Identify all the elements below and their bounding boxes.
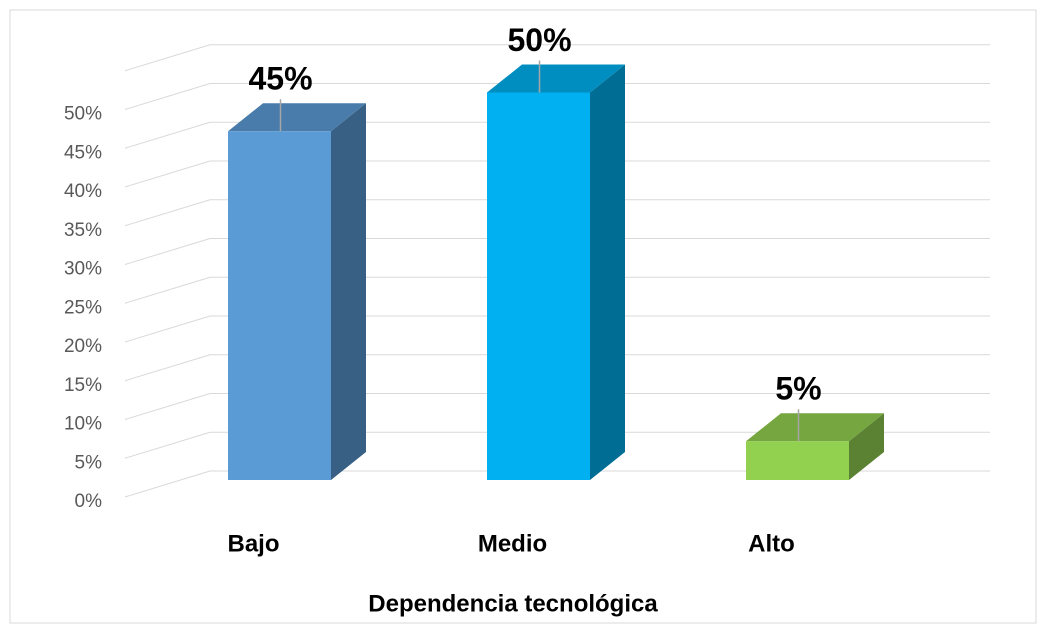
bar <box>228 131 331 480</box>
y-tick-label: 25% <box>64 297 102 318</box>
bar-side <box>590 64 625 480</box>
data-label: 50% <box>507 22 571 58</box>
y-tick-label: 20% <box>64 336 102 357</box>
data-label: 45% <box>248 61 312 97</box>
bar <box>487 92 590 480</box>
grid-line <box>124 238 211 265</box>
grid-line <box>124 276 211 304</box>
y-tick-label: 35% <box>64 220 102 241</box>
y-tick-label: 30% <box>64 259 102 280</box>
bar <box>746 441 849 480</box>
bar-top <box>228 103 366 132</box>
x-axis-title: Dependencia tecnológica <box>368 590 658 617</box>
x-tick-label: Bajo <box>227 530 279 557</box>
grid-line <box>124 470 211 498</box>
grid-line <box>124 121 211 149</box>
y-tick-label: 5% <box>75 452 103 473</box>
grid-line <box>124 315 211 343</box>
bar-top <box>487 64 625 93</box>
x-tick-label: Medio <box>478 530 547 557</box>
data-label: 5% <box>775 371 821 407</box>
wall-edge <box>124 44 211 72</box>
bar-top <box>746 413 884 442</box>
grid-line <box>124 160 211 188</box>
y-tick-label: 50% <box>64 104 102 125</box>
x-tick-label: Alto <box>748 530 795 557</box>
grid-line <box>124 393 211 420</box>
grid-line <box>124 354 211 382</box>
grid-line <box>124 199 211 227</box>
bar-side <box>331 103 366 480</box>
y-tick-label: 40% <box>64 181 102 202</box>
grid-line <box>124 83 211 110</box>
y-tick-label: 0% <box>75 491 103 512</box>
bar-side <box>849 413 884 480</box>
grid-line <box>124 431 211 459</box>
y-tick-label: 10% <box>64 414 102 435</box>
y-tick-label: 45% <box>64 142 102 163</box>
y-tick-label: 15% <box>64 375 102 396</box>
